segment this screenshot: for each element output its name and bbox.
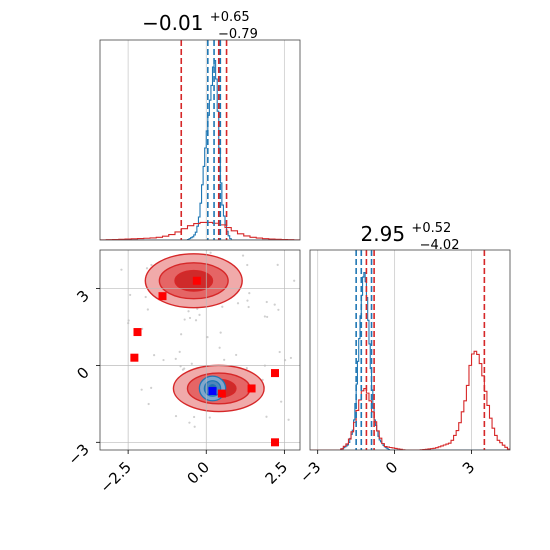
sample-point <box>289 356 293 360</box>
title-param-2: 2.95 +0.52 −4.02 <box>361 213 460 253</box>
sample-point <box>140 388 143 391</box>
sample-point <box>208 416 211 419</box>
sample-point <box>150 386 153 390</box>
marginal-histogram-param-2: −3 0 3 <box>296 249 511 486</box>
red-marker-1 <box>158 292 167 301</box>
sample-point <box>183 318 186 321</box>
sample-point <box>265 300 268 304</box>
red-marker-4 <box>271 369 279 378</box>
sample-point <box>277 308 280 311</box>
hist-series-blue <box>100 60 300 240</box>
hist-series-red <box>310 350 510 450</box>
sample-point <box>232 226 234 228</box>
hist-series-red <box>100 221 300 240</box>
sample-point <box>293 279 296 282</box>
sample-point <box>206 336 209 339</box>
x-tick-label-0: −3 <box>296 458 324 486</box>
y-tick-label-0: −3 <box>64 440 92 468</box>
sample-point <box>183 367 186 370</box>
sample-point <box>178 350 181 354</box>
sample-point <box>153 354 156 357</box>
blue-marker-0 <box>208 387 217 396</box>
x-tick-label-2: 2.5 <box>262 458 292 488</box>
sample-point <box>141 327 144 330</box>
sample-point <box>278 350 281 354</box>
sample-point <box>223 358 226 361</box>
sample-point <box>245 367 248 370</box>
title-param-2-lower: −4.02 <box>420 238 460 253</box>
sample-point <box>192 415 196 419</box>
red-marker-6 <box>217 389 226 398</box>
sample-point <box>241 254 245 257</box>
red-marker-2 <box>133 328 142 337</box>
sample-point <box>247 305 250 309</box>
title-param-2-value: 2.95 <box>361 222 406 246</box>
sample-point <box>144 295 147 299</box>
title-param-1-value: −0.01 <box>142 11 203 35</box>
sample-point <box>219 331 222 334</box>
sample-point <box>266 315 269 319</box>
sample-point <box>180 333 183 336</box>
sample-point <box>221 305 224 308</box>
sample-point <box>188 421 191 424</box>
sample-point <box>249 246 251 248</box>
sample-point <box>150 263 153 267</box>
sample-point <box>235 353 238 357</box>
sample-point <box>187 310 190 313</box>
sample-point <box>276 263 279 266</box>
red-marker-5 <box>247 384 256 393</box>
sample-point <box>287 418 290 421</box>
y-tick-label-1: 0 <box>73 363 92 382</box>
sample-point <box>145 267 149 270</box>
sample-point <box>265 415 268 418</box>
red-marker-7 <box>271 438 279 447</box>
sample-point <box>311 386 313 388</box>
x-tick-label-1: 0 <box>382 458 401 477</box>
title-param-1-upper: +0.65 <box>210 10 250 25</box>
axes-frame-param-2 <box>309 249 511 451</box>
sample-point <box>218 346 221 349</box>
sample-point <box>129 293 132 297</box>
x-tick-label-0: −2.5 <box>96 458 134 496</box>
sample-point <box>120 268 123 271</box>
sample-point <box>246 299 249 302</box>
sample-point <box>263 315 266 318</box>
sample-point <box>147 402 150 406</box>
y-tick-label-2: 3 <box>73 287 92 306</box>
sample-point <box>314 390 316 392</box>
sample-point <box>174 414 178 418</box>
title-param-1-lower: −0.79 <box>218 27 258 42</box>
sample-point <box>198 313 201 316</box>
axes-frame-param-1 <box>99 39 301 241</box>
sample-point <box>248 291 251 295</box>
sample-point <box>190 362 193 365</box>
joint-contour-plot: −2.5 0.0 2.5 −3 0 3 <box>64 226 316 497</box>
sample-point <box>236 302 240 305</box>
title-param-2-upper: +0.52 <box>411 221 451 236</box>
hist-series-blue <box>310 272 510 450</box>
sample-point <box>280 400 283 403</box>
sample-point <box>273 303 276 306</box>
sample-point <box>158 246 160 248</box>
sample-point <box>188 316 192 320</box>
sample-point <box>162 358 165 362</box>
title-param-1: −0.01 +0.65 −0.79 <box>142 2 258 42</box>
sample-point <box>174 357 177 360</box>
x-tick-label-2: 3 <box>459 458 478 477</box>
sample-point <box>193 425 196 428</box>
sample-point <box>209 251 212 254</box>
red-marker-0 <box>192 276 201 285</box>
axes-frame-joint <box>99 249 301 451</box>
sample-point <box>146 308 149 311</box>
sample-point <box>246 263 249 267</box>
sample-point <box>194 319 198 322</box>
red-marker-3 <box>130 353 139 362</box>
x-tick-label-1: 0.0 <box>183 458 213 488</box>
marginal-histogram-param-1 <box>99 39 301 241</box>
